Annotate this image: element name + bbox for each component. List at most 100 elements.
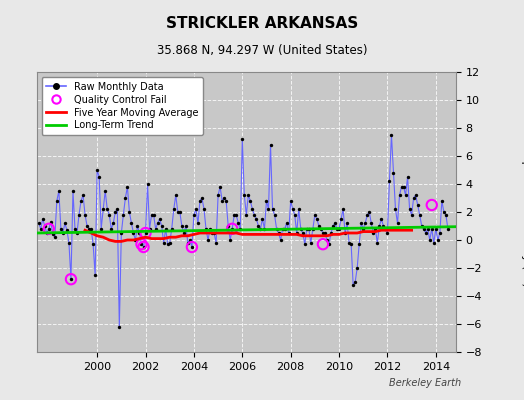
Point xyxy=(63,227,71,233)
Point xyxy=(432,226,440,232)
Point xyxy=(202,226,210,232)
Point xyxy=(294,206,303,212)
Point xyxy=(425,237,434,243)
Point xyxy=(413,202,422,208)
Point xyxy=(264,206,272,212)
Point xyxy=(238,136,246,142)
Point xyxy=(285,230,293,236)
Point xyxy=(266,142,275,148)
Point xyxy=(403,174,412,180)
Point xyxy=(198,195,206,201)
Point xyxy=(442,212,450,218)
Point xyxy=(331,220,339,226)
Point xyxy=(170,206,178,212)
Point xyxy=(158,223,166,229)
Point xyxy=(37,226,45,232)
Point xyxy=(73,230,81,236)
Point xyxy=(192,206,200,212)
Point xyxy=(59,230,67,236)
Point xyxy=(290,212,299,218)
Point xyxy=(141,230,150,236)
Point xyxy=(232,212,241,218)
Point xyxy=(57,226,65,232)
Point xyxy=(406,206,414,212)
Point xyxy=(409,195,418,201)
Point xyxy=(345,240,353,246)
Point xyxy=(423,226,432,232)
Point xyxy=(65,240,73,246)
Point xyxy=(101,188,110,194)
Point xyxy=(61,220,69,226)
Point xyxy=(188,244,196,250)
Point xyxy=(127,220,136,226)
Point xyxy=(246,198,255,204)
Point xyxy=(428,202,436,208)
Point xyxy=(248,206,257,212)
Point xyxy=(373,240,381,246)
Point xyxy=(421,230,430,236)
Point xyxy=(77,198,85,204)
Point xyxy=(230,212,238,218)
Point xyxy=(252,216,260,222)
Point xyxy=(309,226,317,232)
Point xyxy=(129,230,138,236)
Point xyxy=(131,237,139,243)
Point xyxy=(276,237,285,243)
Point xyxy=(75,212,83,218)
Point xyxy=(438,198,446,204)
Point xyxy=(301,241,309,247)
Point xyxy=(188,244,196,250)
Point xyxy=(204,237,212,243)
Point xyxy=(341,230,350,236)
Point xyxy=(244,192,253,198)
Point xyxy=(408,212,416,218)
Point xyxy=(389,170,398,176)
Point xyxy=(343,220,351,226)
Point xyxy=(361,220,369,226)
Point xyxy=(435,230,444,236)
Point xyxy=(166,240,174,246)
Point xyxy=(381,226,390,232)
Point xyxy=(45,226,53,232)
Point xyxy=(185,237,194,243)
Point xyxy=(93,167,101,173)
Point xyxy=(81,212,89,218)
Text: 35.868 N, 94.297 W (United States): 35.868 N, 94.297 W (United States) xyxy=(157,44,367,57)
Point xyxy=(289,206,297,212)
Point xyxy=(228,226,236,232)
Point xyxy=(89,241,97,247)
Point xyxy=(54,188,63,194)
Point xyxy=(375,223,384,229)
Point xyxy=(256,226,265,232)
Point xyxy=(71,226,79,232)
Point xyxy=(67,276,75,282)
Point xyxy=(95,174,103,180)
Point xyxy=(434,237,442,243)
Point xyxy=(254,223,263,229)
Point xyxy=(212,240,220,246)
Point xyxy=(440,209,448,215)
Point xyxy=(139,244,148,250)
Point xyxy=(325,241,333,247)
Point xyxy=(35,220,43,226)
Point xyxy=(135,230,144,236)
Point xyxy=(337,216,345,222)
Point xyxy=(420,226,428,232)
Point xyxy=(99,206,107,212)
Point xyxy=(194,220,202,226)
Point xyxy=(163,241,172,247)
Point xyxy=(184,240,192,246)
Point xyxy=(379,223,388,229)
Point xyxy=(411,192,420,198)
Text: Berkeley Earth: Berkeley Earth xyxy=(389,378,461,388)
Text: STRICKLER ARKANSAS: STRICKLER ARKANSAS xyxy=(166,16,358,31)
Point xyxy=(234,220,243,226)
Point xyxy=(369,230,377,236)
Point xyxy=(79,192,87,198)
Point xyxy=(119,212,127,218)
Point xyxy=(39,216,47,222)
Point xyxy=(117,230,126,236)
Point xyxy=(206,226,214,232)
Point xyxy=(399,184,408,190)
Point xyxy=(418,223,426,229)
